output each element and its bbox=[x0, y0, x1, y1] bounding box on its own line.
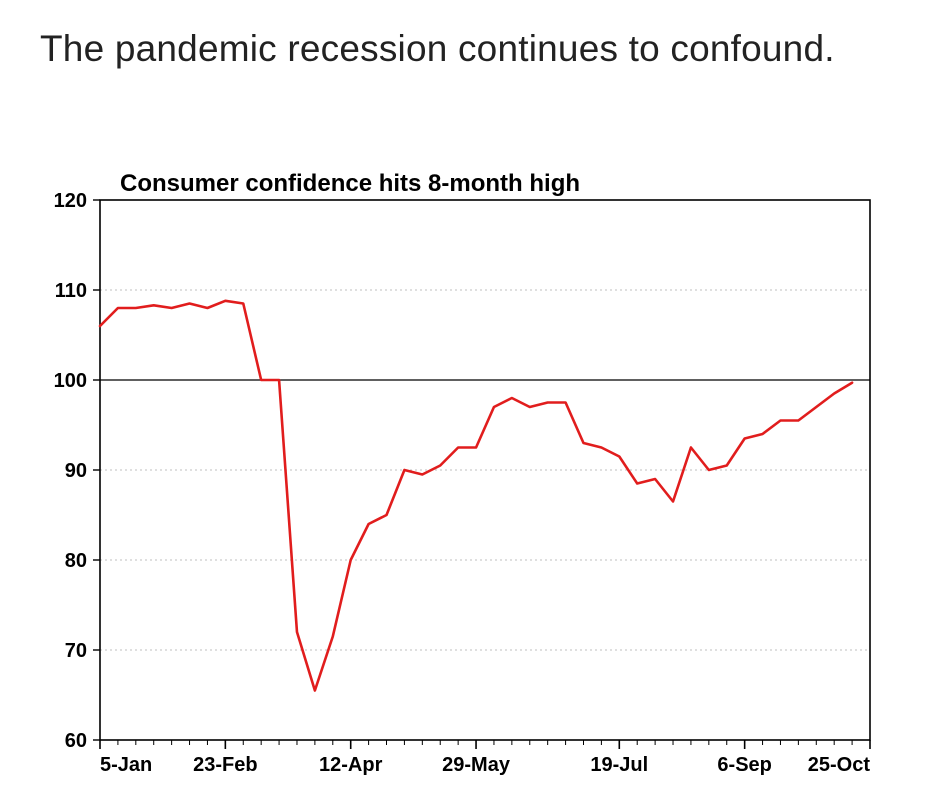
svg-text:110: 110 bbox=[55, 280, 87, 302]
svg-text:60: 60 bbox=[65, 730, 87, 752]
page: The pandemic recession continues to conf… bbox=[0, 0, 929, 810]
svg-text:70: 70 bbox=[65, 640, 87, 662]
svg-text:29-May: 29-May bbox=[442, 754, 511, 776]
chart-svg: 60 70 80 90 100 110 120 5-Jan 23-Feb 12-Apr 29-May… bbox=[0, 0, 929, 810]
svg-text:90: 90 bbox=[65, 460, 87, 482]
svg-text:6-Sep: 6-Sep bbox=[717, 754, 771, 776]
svg-text:5-Jan: 5-Jan bbox=[100, 754, 152, 776]
svg-text:25-Oct: 25-Oct bbox=[808, 754, 871, 776]
svg-text:100: 100 bbox=[54, 370, 87, 392]
svg-text:19-Jul: 19-Jul bbox=[590, 754, 648, 776]
svg-text:23-Feb: 23-Feb bbox=[193, 754, 257, 776]
svg-text:120: 120 bbox=[54, 190, 87, 212]
svg-text:80: 80 bbox=[65, 550, 87, 572]
svg-text:12-Apr: 12-Apr bbox=[319, 754, 383, 776]
